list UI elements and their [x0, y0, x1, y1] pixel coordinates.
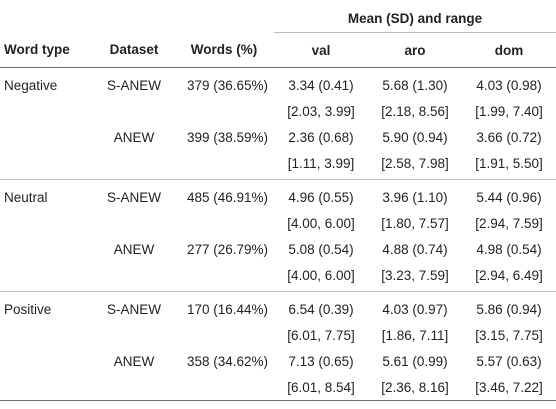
header-row-columns: Word type Dataset Words (%) val aro dom: [0, 32, 556, 68]
val-mean-cell: 5.08 (0.54): [288, 241, 354, 257]
table-row: ANEW 277 (26.79%) 5.08 (0.54) 4.88 (0.74…: [0, 236, 556, 262]
val-range-cell: [6.01, 7.75]: [287, 327, 355, 343]
val-range-cell: [1.11, 3.99]: [274, 150, 368, 180]
dom-range-cell: [1.99, 7.40]: [475, 103, 543, 119]
words-cell: 358 (34.62%): [186, 353, 268, 369]
table-row-range: [6.01, 7.75] [1.86, 7.11] [3.15, 7.75]: [0, 322, 556, 348]
dom-mean-cell: 3.66 (0.72): [476, 129, 542, 145]
aro-range-cell: [2.18, 8.56]: [381, 103, 449, 119]
table-row: Neutral S-ANEW 485 (46.91%) 4.96 (0.55) …: [0, 180, 556, 211]
aro-mean-cell: 4.03 (0.97): [382, 301, 448, 317]
aro-mean-cell: 3.96 (1.10): [382, 189, 448, 205]
dom-range-cell: [2.94, 6.49]: [462, 262, 556, 292]
dataset-cell: S-ANEW: [107, 301, 161, 317]
val-mean-cell: 2.36 (0.68): [288, 129, 354, 145]
aro-mean-cell: 5.61 (0.99): [382, 353, 448, 369]
word-type-cell: [0, 348, 94, 374]
table-row-range: [6.01, 8.54] [2.36, 8.16] [3.46, 7.22]: [0, 374, 556, 401]
table-row-range: [2.03, 3.99] [2.18, 8.56] [1.99, 7.40]: [0, 98, 556, 124]
val-mean-cell: 6.54 (0.39): [288, 301, 354, 317]
word-type-cell: Neutral: [4, 189, 48, 205]
table-row: Negative S-ANEW 379 (36.65%) 3.34 (0.41)…: [0, 68, 556, 99]
aro-mean-cell: 5.90 (0.94): [382, 129, 448, 145]
stats-table: Mean (SD) and range Word type Dataset Wo…: [0, 4, 556, 401]
val-mean-cell: 4.96 (0.55): [288, 189, 354, 205]
words-cell: 379 (36.65%): [186, 77, 268, 93]
aro-range-cell: [2.58, 7.98]: [368, 150, 462, 180]
header-row-group: Mean (SD) and range: [0, 4, 556, 33]
val-mean-cell: 3.34 (0.41): [288, 77, 354, 93]
header-word-type: Word type: [0, 32, 94, 68]
table-row: ANEW 358 (34.62%) 7.13 (0.65) 5.61 (0.99…: [0, 348, 556, 374]
dom-mean-cell: 5.57 (0.63): [476, 353, 542, 369]
dom-mean-cell: 5.44 (0.96): [476, 189, 542, 205]
dataset-cell: ANEW: [113, 353, 155, 369]
dom-range-cell: [1.91, 5.50]: [462, 150, 556, 180]
aro-range-cell: [3.23, 7.59]: [368, 262, 462, 292]
table-row-range: [4.00, 6.00] [3.23, 7.59] [2.94, 6.49]: [0, 262, 556, 292]
val-range-cell: [4.00, 6.00]: [274, 262, 368, 292]
dom-range-cell: [3.46, 7.22]: [462, 374, 556, 401]
word-type-cell: Positive: [4, 301, 52, 317]
dom-mean-cell: 4.98 (0.54): [476, 241, 542, 257]
val-range-cell: [2.03, 3.99]: [287, 103, 355, 119]
aro-mean-cell: 4.88 (0.74): [382, 241, 448, 257]
table-row: ANEW 399 (38.59%) 2.36 (0.68) 5.90 (0.94…: [0, 124, 556, 150]
aro-mean-cell: 5.68 (1.30): [382, 77, 448, 93]
dataset-cell: S-ANEW: [107, 189, 161, 205]
dom-mean-cell: 4.03 (0.98): [476, 77, 542, 93]
table-row-range: [1.11, 3.99] [2.58, 7.98] [1.91, 5.50]: [0, 150, 556, 180]
header-aro: aro: [368, 32, 462, 68]
table-row-range: [4.00, 6.00] [1.80, 7.57] [2.94, 7.59]: [0, 210, 556, 236]
val-range-cell: [4.00, 6.00]: [287, 215, 355, 231]
table-row: Positive S-ANEW 170 (16.44%) 6.54 (0.39)…: [0, 292, 556, 323]
dom-range-cell: [2.94, 7.59]: [475, 215, 543, 231]
word-type-cell: [0, 236, 94, 262]
header-val: val: [274, 32, 368, 68]
aro-range-cell: [2.36, 8.16]: [368, 374, 462, 401]
aro-range-cell: [1.80, 7.57]: [381, 215, 449, 231]
val-mean-cell: 7.13 (0.65): [288, 353, 354, 369]
word-type-cell: [0, 124, 94, 150]
words-cell: 170 (16.44%): [186, 301, 268, 317]
word-type-cell: Negative: [4, 77, 58, 93]
words-cell: 485 (46.91%): [186, 189, 268, 205]
dataset-cell: ANEW: [113, 241, 155, 257]
header-dom: dom: [462, 32, 556, 68]
dom-range-cell: [3.15, 7.75]: [475, 327, 543, 343]
dataset-cell: ANEW: [113, 129, 155, 145]
header-dataset: Dataset: [94, 32, 174, 68]
header-spacer: [0, 4, 274, 33]
header-words: Words (%): [174, 32, 274, 68]
words-cell: 399 (38.59%): [186, 129, 268, 145]
words-cell: 277 (26.79%): [186, 241, 268, 257]
val-range-cell: [6.01, 8.54]: [274, 374, 368, 401]
dataset-cell: S-ANEW: [107, 77, 161, 93]
aro-range-cell: [1.86, 7.11]: [381, 327, 449, 343]
dom-mean-cell: 5.86 (0.94): [476, 301, 542, 317]
header-mean-sd-range: Mean (SD) and range: [274, 4, 556, 33]
